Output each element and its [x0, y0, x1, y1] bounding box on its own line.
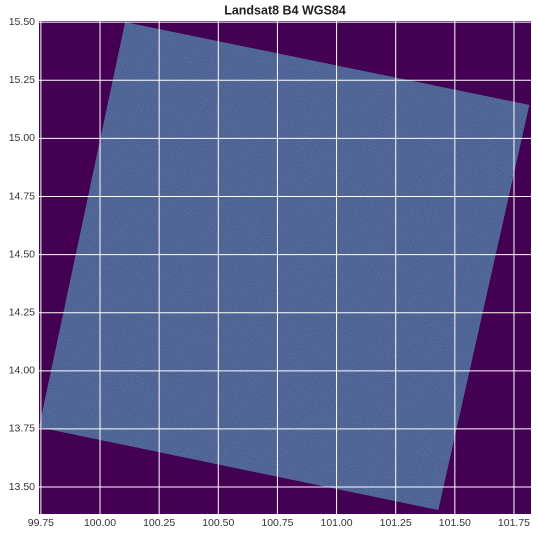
chart-title: Landsat8 B4 WGS84 — [224, 3, 346, 17]
x-tick-label: 99.75 — [28, 517, 54, 529]
x-tick-label: 100.00 — [84, 517, 116, 529]
x-tick-label: 100.75 — [261, 517, 293, 529]
y-tick-label: 15.00 — [9, 132, 35, 144]
y-tick-label: 13.75 — [9, 423, 35, 435]
x-tick-label: 100.25 — [143, 517, 175, 529]
y-tick-label: 15.50 — [9, 16, 35, 28]
x-tick-label: 100.50 — [202, 517, 234, 529]
x-tick-label: 101.25 — [380, 517, 412, 529]
x-tick-label: 101.50 — [439, 517, 471, 529]
y-tick-label: 15.25 — [9, 74, 35, 86]
x-tick-label: 101.75 — [498, 517, 530, 529]
y-tick-label: 14.75 — [9, 190, 35, 202]
y-tick-label: 14.50 — [9, 248, 35, 260]
y-tick-label: 14.00 — [9, 365, 35, 377]
x-tick-label: 101.00 — [321, 517, 353, 529]
y-tick-label: 14.25 — [9, 306, 35, 318]
scene-footprint — [39, 22, 530, 511]
y-tick-label: 13.50 — [9, 481, 35, 493]
